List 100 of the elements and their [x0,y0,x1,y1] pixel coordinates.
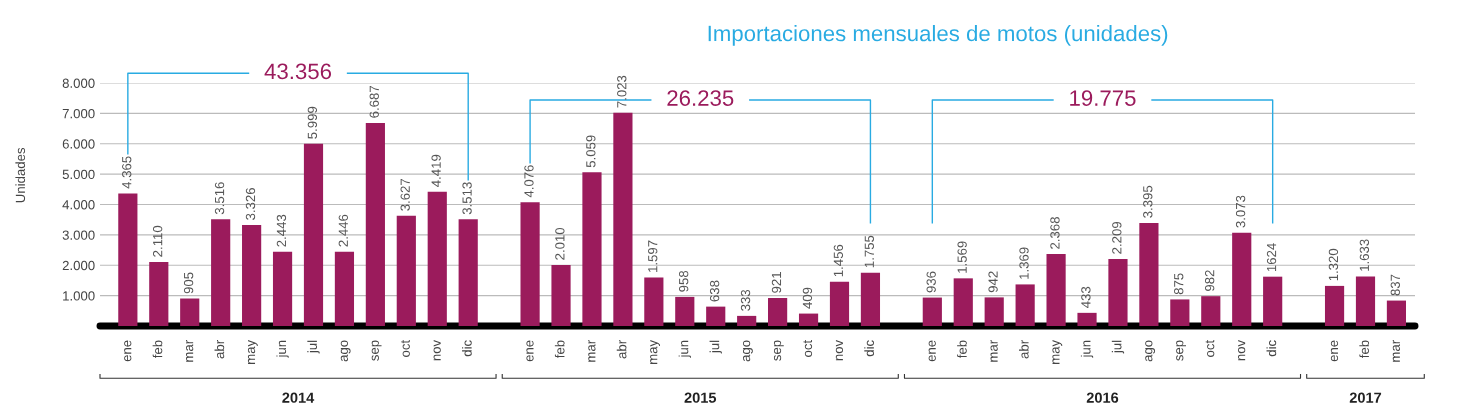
data-label: 1.597 [648,240,658,272]
bar [1386,300,1407,326]
data-label: 2.110 [152,225,163,257]
bar [798,313,819,326]
data-label: 936 [926,271,936,293]
x-tick-label: ene [124,340,132,362]
y-tick-label: 8.000 [62,78,95,88]
annotation: 19.775 [1070,90,1136,106]
x-tick-label: may [247,339,258,364]
data-label: 2.443 [276,214,287,247]
x-tick-label: ago [340,340,351,362]
data-label: 7.023 [617,75,627,108]
data-label: 433 [1081,286,1091,308]
bar [644,277,664,326]
bar [303,143,324,326]
x-tick-label: feb [152,340,163,359]
data-label: 4.419 [431,154,441,187]
x-tick-label: feb [554,340,565,359]
bar [520,202,540,326]
text: 43.356 [264,63,332,80]
text: 2014 [282,392,315,403]
bar [768,298,788,326]
y-tick-label: 3.000 [62,230,95,240]
x-tick-label: abr [1018,340,1029,359]
data-label: 6.687 [369,85,379,118]
bar [1355,276,1376,326]
data-label: 3.513 [462,182,472,215]
x-tick-label: feb [1359,340,1370,359]
bar [829,281,850,326]
bar [211,219,231,326]
bar [922,297,942,326]
bar [860,272,881,326]
bar [551,264,571,326]
x-tick-label: ene [928,340,936,362]
bar [1170,299,1190,326]
x-tick-label: may [1052,339,1063,364]
x-tick-label: dic [1266,340,1277,357]
x-tick-label: mar [588,340,596,362]
x-tick-label: oct [401,339,410,357]
y-tick-label: 6.000 [62,139,95,149]
bar [396,215,416,326]
x-tick-label: sep [773,340,784,361]
data-label: 1.755 [864,235,874,268]
bar [1201,296,1221,326]
data-label: 4.365 [122,156,132,189]
data-label: 958 [678,270,689,292]
y-tick-label: 5.000 [62,169,95,180]
bar [180,298,200,326]
x-tick-label: sep [371,340,382,361]
bar [953,278,973,326]
data-label: 3.073 [1235,195,1246,228]
x-tick-label: mar [1392,340,1400,362]
x-tick-label: jun [1080,340,1094,358]
x-tick-label: jul [307,340,320,354]
data-label: 3.326 [245,187,256,220]
bar [582,172,602,326]
bar [365,122,385,326]
bar [1108,258,1128,326]
data-label: 837 [1390,274,1400,296]
x-tick-label: may [650,339,660,364]
data-label: 5.059 [586,135,596,168]
x-tick-label: abr [214,340,225,359]
chart-title: Importaciones mensuales de motos (unidades) [708,25,1168,46]
data-label: 3.395 [1143,185,1153,218]
x-tick-label: nov [1238,339,1246,361]
x-tick-label: mar [186,340,194,362]
bar [242,224,262,326]
bar [1077,312,1097,326]
text: 2015 [684,392,717,403]
bar [118,193,138,326]
x-tick-label: dic [864,340,874,357]
data-label: 3.627 [400,178,410,211]
x-tick-label: oct [803,339,813,357]
bar [149,261,169,326]
data-label: 333 [740,289,751,311]
y-tick-label: 7.000 [62,108,95,119]
x-tick-label: ago [742,340,753,362]
x-tick-label: jun [276,340,289,358]
data-label: 982 [1204,270,1215,291]
data-label: 2.010 [555,227,565,260]
bar [737,315,757,326]
data-label: 921 [771,272,782,293]
data-label: 1.369 [1019,247,1029,279]
bar [613,112,633,326]
x-tick-label: sep [1176,340,1186,361]
x-tick-label: jul [709,340,722,354]
y-tick-label: 4.000 [62,200,95,210]
x-tick-label: ago [1145,340,1156,362]
x-tick-label: dic [462,340,472,357]
x-tick-label: oct [1205,339,1215,357]
bar [1324,285,1345,326]
x-tick-label: mar [990,340,998,362]
bar [1263,276,1283,326]
data-label: 942 [988,271,998,293]
bar [1139,222,1159,326]
data-label: 4.076 [524,165,534,198]
x-tick-label: nov [433,339,441,361]
bar [272,251,293,326]
data-label: 3.516 [214,182,225,215]
data-label: 875 [1174,273,1184,295]
